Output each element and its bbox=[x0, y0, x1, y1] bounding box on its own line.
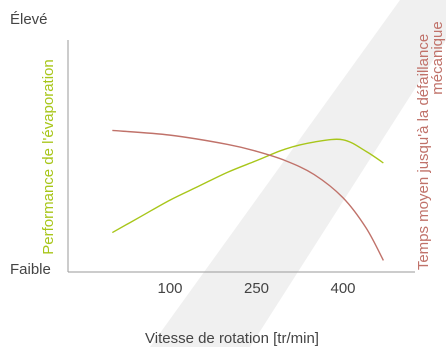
x-tick-label-100: 100 bbox=[157, 280, 182, 297]
y-left-axis-label: Performance de l'évaporation bbox=[40, 59, 57, 254]
x-axis-label: Vitesse de rotation [tr/min] bbox=[145, 330, 319, 347]
mtbf-line bbox=[112, 129, 384, 261]
y-top-label: Élevé bbox=[10, 11, 48, 28]
watermark-stripe bbox=[150, 0, 446, 347]
evaporation-performance-line bbox=[111, 138, 384, 234]
watermark bbox=[150, 0, 446, 347]
x-tick-labels: 100 250 400 bbox=[157, 280, 355, 297]
y-right-axis-label-line1: Temps moyen jusqu'à la défaillance bbox=[415, 34, 432, 270]
y-bottom-label: Faible bbox=[10, 261, 51, 278]
x-tick-label-400: 400 bbox=[330, 280, 355, 297]
series-lines bbox=[111, 129, 384, 261]
x-tick-label-250: 250 bbox=[244, 280, 269, 297]
y-right-axis-label-line2: mécanique bbox=[429, 21, 446, 94]
